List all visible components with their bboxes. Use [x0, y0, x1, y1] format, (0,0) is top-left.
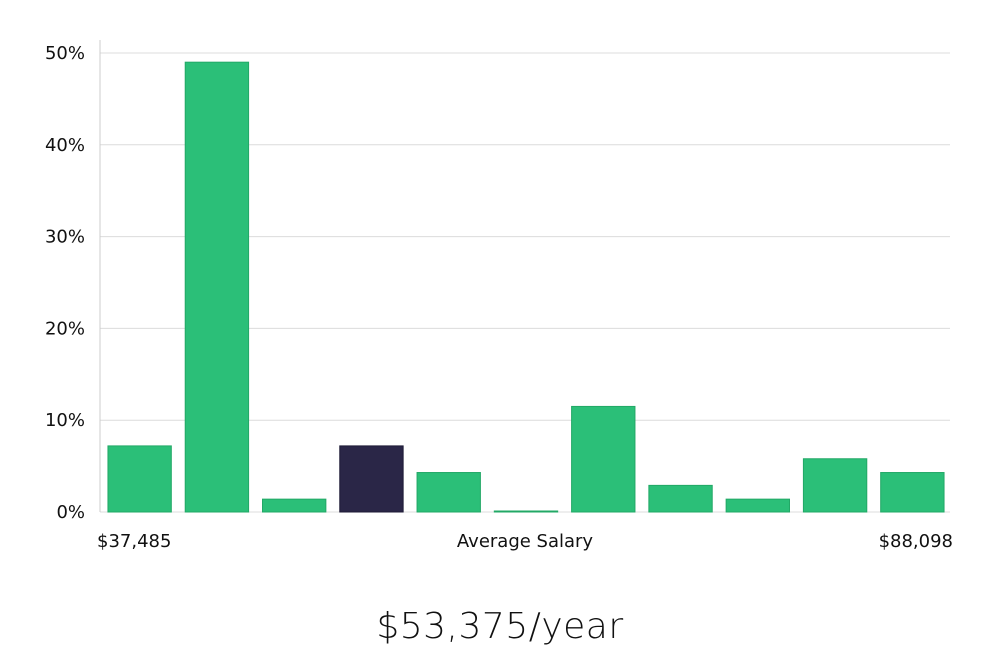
bar	[571, 405, 636, 513]
bar	[107, 445, 172, 513]
bar	[802, 458, 868, 513]
y-tick-label: 40%	[45, 135, 85, 156]
bar	[184, 61, 250, 513]
y-tick-label: 20%	[45, 318, 85, 339]
y-tick-label: 0%	[56, 502, 85, 523]
bar	[416, 472, 481, 513]
y-axis-tick-labels: 0% 10% 20% 30% 40% 50%	[45, 43, 85, 523]
bar-highlighted	[339, 445, 404, 513]
bar	[493, 510, 559, 513]
x-min-label: $37,485	[97, 531, 171, 552]
bar	[648, 484, 713, 513]
bar	[262, 498, 327, 513]
x-max-label: $88,098	[879, 531, 953, 552]
bars	[107, 61, 945, 513]
bar	[880, 472, 945, 513]
y-tick-label: 30%	[45, 227, 85, 248]
y-tick-label: 10%	[45, 410, 85, 431]
average-salary-value: $53,375/year	[376, 606, 624, 647]
bar	[725, 498, 790, 513]
y-tick-label: 50%	[45, 43, 85, 64]
x-axis-label: Average Salary	[457, 531, 594, 552]
salary-histogram: 0% 10% 20% 30% 40% 50% $37,485 Average Salary…	[45, 40, 953, 552]
